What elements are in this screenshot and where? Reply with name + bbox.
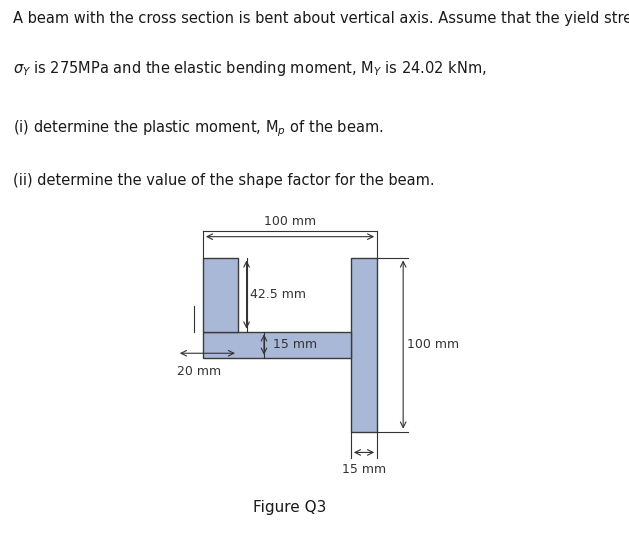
Text: (i) determine the plastic moment, M$_p$ of the beam.: (i) determine the plastic moment, M$_p$ … (13, 118, 383, 139)
Text: $\sigma_Y$ is 275MPa and the elastic bending moment, M$_Y$ is 24.02 kNm,: $\sigma_Y$ is 275MPa and the elastic ben… (13, 59, 486, 78)
Bar (351, 258, 377, 432)
Text: 15 mm: 15 mm (342, 463, 386, 476)
Text: (ii) determine the value of the shape factor for the beam.: (ii) determine the value of the shape fa… (13, 173, 434, 188)
Text: A beam with the cross section is bent about vertical axis. Assume that the yield: A beam with the cross section is bent ab… (13, 11, 629, 26)
Text: Figure Q3: Figure Q3 (253, 500, 326, 515)
Text: 100 mm: 100 mm (264, 215, 316, 228)
Text: 20 mm: 20 mm (177, 365, 221, 379)
Text: 42.5 mm: 42.5 mm (250, 288, 306, 301)
Text: 15 mm: 15 mm (273, 338, 317, 351)
Text: 100 mm: 100 mm (407, 338, 459, 351)
Bar (203, 331, 351, 357)
Bar (203, 258, 238, 331)
